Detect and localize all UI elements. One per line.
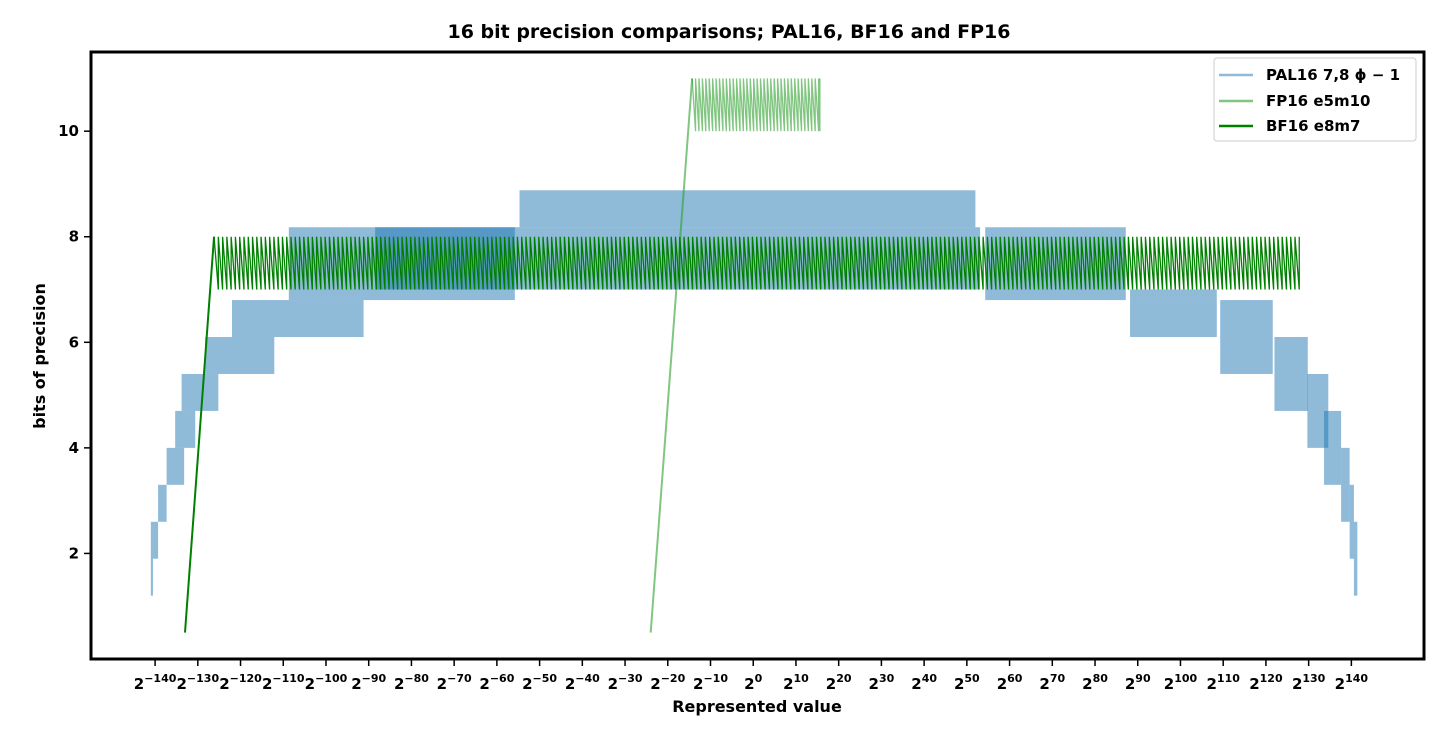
pal16-band-2 [158, 484, 167, 522]
pal16-band-3 [166, 447, 185, 485]
pal16-band-12 [1130, 300, 1217, 338]
y-tick-label: 4 [69, 439, 79, 457]
pal16-band-18 [1341, 447, 1350, 522]
x-tick-label: 230 [869, 672, 895, 693]
x-tick-label: 2−90 [351, 672, 386, 693]
pal16-band-5 [181, 373, 219, 411]
legend-label-fp16: FP16 e5m10 [1266, 92, 1370, 110]
y-tick-label: 2 [69, 544, 79, 562]
pal16-band-10 [519, 190, 976, 228]
chart-title: 16 bit precision comparisons; PAL16, BF1… [447, 21, 1010, 43]
x-tick-label: 2−100 [305, 672, 348, 693]
pal16-band-19 [1349, 484, 1354, 559]
y-tick-label: 6 [69, 333, 79, 351]
x-tick-label: 2−60 [479, 672, 514, 693]
legend-label-pal16: PAL16 7,8 ϕ − 1 [1266, 66, 1400, 84]
x-tick-label: 2−50 [522, 672, 557, 693]
x-tick-label: 240 [911, 672, 937, 693]
pal16-band-1 [152, 521, 159, 559]
series-fp16 [649, 78, 821, 633]
x-tick-label: 280 [1082, 672, 1108, 693]
x-axis-label: Represented value [672, 697, 842, 716]
legend: PAL16 7,8 ϕ − 1 FP16 e5m10 BF16 e8m7 [1213, 57, 1417, 142]
x-tick-label: 2−70 [437, 672, 472, 693]
x-tick-label: 2−30 [608, 672, 643, 693]
x-tick-label: 2140 [1335, 672, 1369, 693]
pal16-band-15 [1274, 337, 1308, 411]
x-tick-label: 2130 [1292, 672, 1326, 693]
x-tick-label: 2−20 [650, 672, 685, 693]
x-tick-label: 250 [954, 672, 980, 693]
x-tick-label: 2100 [1164, 672, 1198, 693]
x-tick-label: 2120 [1249, 672, 1283, 693]
y-axis-label: bits of precision [30, 283, 49, 429]
x-tick-label: 2−120 [219, 672, 262, 693]
fp16-sawtooth-line [691, 78, 821, 132]
x-tick-label: 2−110 [262, 672, 305, 693]
x-tick-label: 20 [744, 672, 762, 693]
fp16-ramp-line [649, 78, 694, 633]
legend-label-bf16: BF16 e8m7 [1266, 117, 1360, 135]
x-tick-label: 2−140 [134, 672, 177, 693]
x-tick-label: 210 [783, 672, 809, 693]
pal16-band-13 [1130, 289, 1217, 301]
legend-box [1213, 57, 1417, 142]
plot-frame [89, 50, 1426, 661]
pal16-band-20 [1353, 521, 1358, 596]
x-tick-label: 2−130 [176, 672, 219, 693]
y-tick-label: 10 [58, 122, 79, 140]
pal16-band-14 [1220, 300, 1273, 374]
series-bf16 [183, 236, 1300, 633]
x-tick-label: 2−40 [565, 672, 600, 693]
pal16-band-4 [175, 410, 196, 448]
x-tick-label: 270 [1039, 672, 1065, 693]
y-tick-label: 8 [69, 228, 79, 246]
bf16-ramp-line [183, 236, 216, 633]
pal16-band-7 [231, 300, 364, 338]
x-tick-label: 2−80 [394, 672, 429, 693]
bf16-sawtooth-line [213, 236, 1300, 290]
pal16-band-17 [1324, 410, 1342, 485]
pal16-band-0 [150, 521, 153, 596]
pal16-band-16 [1307, 373, 1329, 448]
x-tick-label: 2−10 [693, 672, 728, 693]
x-tick-label: 220 [826, 672, 852, 693]
x-tick-label: 290 [1125, 672, 1151, 693]
x-tick-label: 2110 [1206, 672, 1240, 693]
x-tick-label: 260 [997, 672, 1023, 693]
pal16-band-6 [205, 337, 275, 374]
